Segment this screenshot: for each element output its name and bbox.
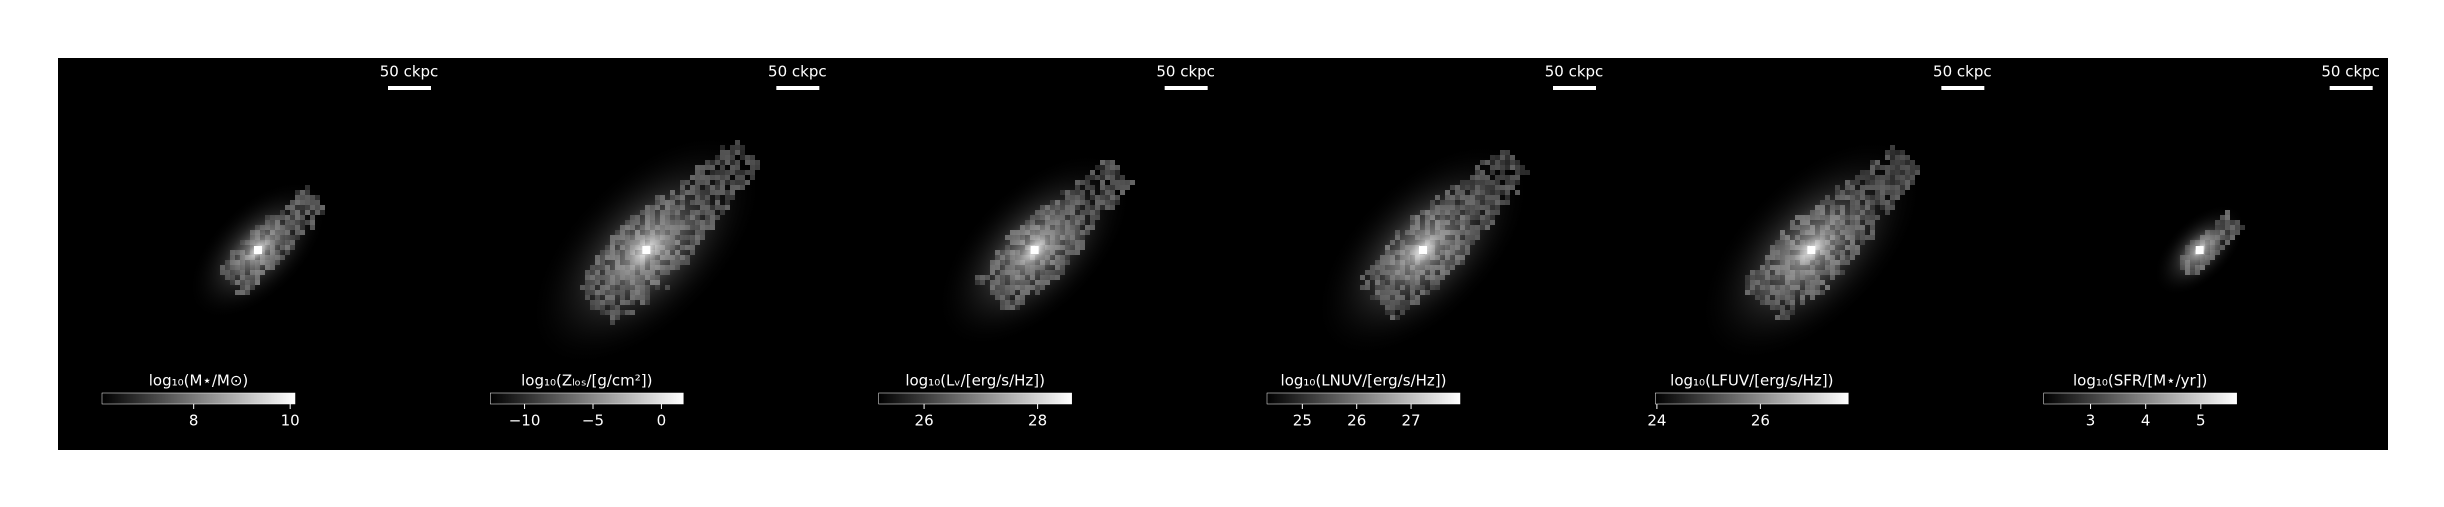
colorbar-tick-label: −5 [582,412,604,430]
colorbar-tick-label: 10 [281,412,300,430]
colorbar-label: log₁₀(LNUV/[erg/s/Hz]) [1281,372,1447,390]
colorbar [1655,392,1849,405]
colorbar-tick-label: 26 [1751,412,1770,430]
panel: 50 ckpc log₁₀(SFR/[M⋆/yr]) 3 4 5 [2043,63,2380,430]
colorbar [101,392,296,405]
scale-label: 50 ckpc [380,63,439,81]
panel: 50 ckpc log₁₀(LNUV/[erg/s/Hz]) 25 26 27 [1266,63,1604,430]
colorbar-tick-label: 28 [1028,412,1047,430]
colorbar-tick-label: 5 [2196,412,2206,430]
colorbar-label: log₁₀(M⋆/M⊙) [149,372,249,390]
pixel [1130,180,1135,185]
colorbar-tick-label: 0 [657,412,667,430]
image-area [58,58,2388,450]
galaxy-core [254,246,262,254]
colorbar-tick-label: −10 [509,412,541,430]
panel: 50 ckpc log₁₀(Zₗₒₛ/[g/cm²]) −10 −5 0 [490,63,827,430]
scale-label: 50 ckpc [2321,63,2380,81]
colorbar-label: log₁₀(Lᵥ/[erg/s/Hz]) [905,372,1045,390]
colorbar-tick-label: 4 [2141,412,2151,430]
scale-label: 50 ckpc [1933,63,1992,81]
panel: 50 ckpc log₁₀(Lᵥ/[erg/s/Hz]) 26 28 [878,63,1215,430]
galaxy-core [1807,246,1816,254]
colorbar [490,392,684,405]
colorbar-label: log₁₀(SFR/[M⋆/yr]) [2073,372,2207,390]
colorbar-tick-label: 27 [1402,412,1421,430]
panel: 50 ckpc log₁₀(LFUV/[erg/s/Hz]) 24 26 [1647,63,1991,430]
colorbar-tick-label: 25 [1293,412,1312,430]
colorbar [878,392,1072,405]
scale-label: 50 ckpc [1156,63,1215,81]
colorbar [1266,392,1461,405]
colorbar-tick-label: 26 [1347,412,1366,430]
colorbar-label: log₁₀(LFUV/[erg/s/Hz]) [1670,372,1833,390]
scale-label: 50 ckpc [1545,63,1604,81]
colorbar-tick-label: 26 [915,412,934,430]
galaxy-core [1030,246,1039,254]
colorbar-tick-label: 8 [189,412,199,430]
colorbar [2043,392,2237,405]
colorbar-tick-label: 24 [1647,412,1666,430]
colorbar-label: log₁₀(Zₗₒₛ/[g/cm²]) [521,372,652,390]
galaxy-core [642,246,651,254]
colorbar-tick-label: 3 [2086,412,2096,430]
galaxy-core [1419,246,1427,254]
galaxy-core [2195,246,2204,254]
panel: 50 ckpc log₁₀(M⋆/M⊙) 8 10 [101,63,439,430]
scale-label: 50 ckpc [768,63,827,81]
